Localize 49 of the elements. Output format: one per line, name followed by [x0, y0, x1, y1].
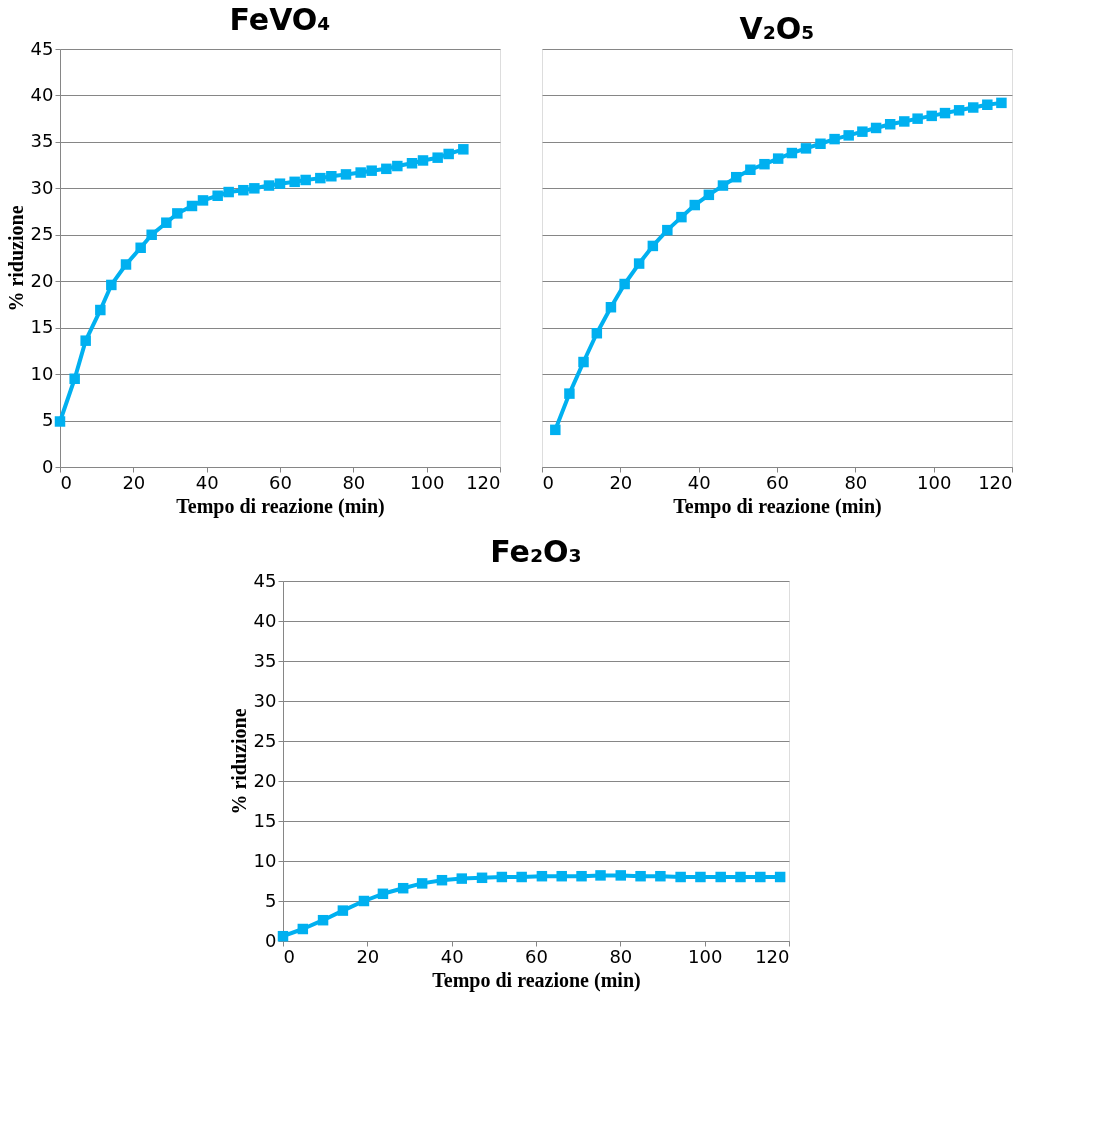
x-tick-label: 120: [755, 945, 790, 967]
y-tick-label: 15: [253, 809, 277, 831]
y-tick-label: 35: [253, 649, 277, 671]
y-tick-label: 45: [30, 37, 54, 59]
x-tick-label: 60: [269, 471, 292, 493]
x-axis-title: Tempo di reazione (min): [432, 968, 641, 992]
chart-title: V₂O₅: [739, 11, 815, 46]
y-tick-label: 5: [265, 889, 277, 911]
x-tick-label: 60: [766, 471, 789, 493]
x-tick-label: 20: [609, 471, 633, 493]
y-tick-label: 40: [30, 83, 54, 105]
x-tick-label: 100: [687, 945, 723, 967]
y-tick-label: 30: [253, 689, 277, 711]
y-tick-label: 35: [30, 130, 54, 152]
y-tick-label: 30: [30, 176, 54, 198]
x-axis-title: Tempo di reazione (min): [673, 494, 882, 518]
y-tick-label: 10: [253, 849, 277, 871]
y-tick-label: 20: [253, 769, 277, 791]
x-tick-label: 100: [916, 471, 952, 493]
x-tick-label: 0: [283, 945, 295, 967]
x-tick-label: 80: [844, 471, 868, 493]
y-tick-label: 10: [30, 362, 54, 384]
y-tick-label: 25: [30, 223, 54, 245]
y-tick-label: 0: [265, 929, 277, 951]
x-tick-label: 0: [60, 471, 72, 493]
y-tick-label: 5: [42, 409, 54, 431]
x-tick-label: 40: [687, 471, 711, 493]
x-tick-label: 120: [978, 471, 1013, 493]
x-tick-label: 80: [609, 945, 633, 967]
x-tick-label: 80: [342, 471, 366, 493]
chart-title: FeVO₄: [229, 2, 331, 37]
y-tick-label: 20: [30, 269, 54, 291]
y-axis-title: % riduzione: [227, 708, 250, 815]
x-tick-label: 120: [466, 471, 501, 493]
y-tick-label: 40: [253, 609, 277, 631]
y-axis-title: % riduzione: [4, 205, 27, 312]
y-tick-label: 25: [253, 729, 277, 751]
x-tick-label: 20: [122, 471, 146, 493]
y-tick-label: 45: [253, 569, 277, 591]
x-tick-label: 40: [440, 945, 464, 967]
x-tick-label: 20: [356, 945, 380, 967]
y-tick-label: 0: [42, 455, 54, 477]
x-tick-label: 100: [409, 471, 445, 493]
x-tick-label: 60: [525, 945, 548, 967]
x-axis-title: Tempo di reazione (min): [176, 494, 385, 518]
x-tick-label: 0: [542, 471, 554, 493]
y-tick-label: 15: [30, 316, 54, 338]
chart-title: Fe₂O₃: [490, 534, 582, 569]
x-tick-label: 40: [195, 471, 219, 493]
